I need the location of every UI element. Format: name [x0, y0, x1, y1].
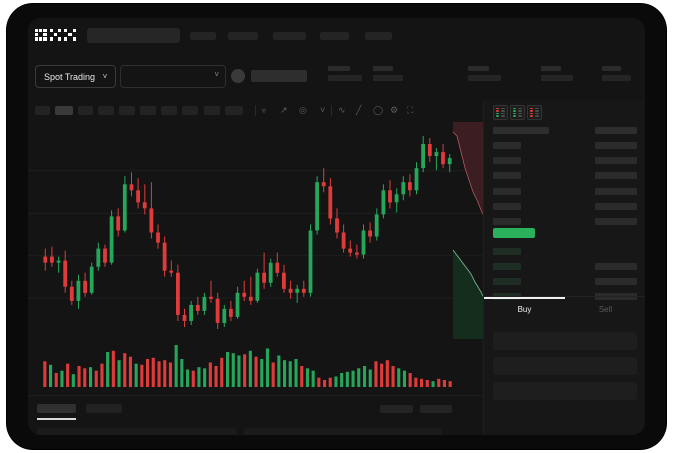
orderbook-ask-row[interactable] [493, 218, 521, 225]
chart-type-icon[interactable]: ↗ [280, 105, 288, 115]
app-screen: Spot Trading ˅ ˅ ⳡ ↗ ◎ ˅ ∿ ╱ ◯ ⚙ ⛶ [28, 18, 645, 435]
stat-value [373, 75, 403, 81]
stat-label [602, 66, 621, 71]
stat-value [328, 75, 362, 81]
timeframe-6[interactable] [140, 106, 156, 115]
chevron-down-icon: ˅ [102, 72, 108, 81]
indicators-icon[interactable]: ⳡ [262, 105, 266, 115]
stat-change-24h [373, 66, 403, 81]
stat-label [328, 66, 350, 71]
okx-logo[interactable] [35, 29, 77, 42]
orderbook-view-both[interactable] [493, 105, 508, 120]
nav-item-1[interactable] [190, 32, 216, 40]
orderbook-spread-row [493, 228, 535, 238]
tab-sell[interactable]: Sell [598, 305, 613, 314]
tab-buy[interactable]: Buy [517, 305, 532, 314]
orderbook-header-left[interactable] [493, 127, 549, 134]
top-navigation-bar [28, 18, 645, 52]
bottom-action-1[interactable] [380, 405, 413, 413]
timeframe-2[interactable] [55, 106, 73, 115]
orderbook-ask-row[interactable] [493, 157, 521, 164]
trading-pair-select[interactable]: ˅ [120, 65, 226, 88]
candlestick-svg [28, 122, 483, 339]
stat-label [468, 66, 489, 71]
stat-value [541, 75, 573, 81]
stat-value [602, 75, 631, 81]
spot-trading-label: Spot Trading [44, 72, 96, 82]
orderbook-right-row[interactable] [595, 278, 637, 285]
buy-sell-tabs: Buy Sell [484, 296, 645, 323]
orderbook-ask-row[interactable] [493, 142, 521, 149]
global-search-input[interactable] [87, 28, 180, 43]
nav-item-5[interactable] [365, 32, 392, 40]
orderbook-right-row[interactable] [595, 172, 637, 179]
camera-icon[interactable]: ◯ [373, 105, 384, 115]
orderbook-ask-row[interactable] [493, 172, 521, 179]
bottom-tab-open-orders[interactable] [37, 404, 76, 413]
volume-chart[interactable] [28, 339, 483, 395]
bottom-action-2[interactable] [420, 405, 452, 413]
orderbook-right-row[interactable] [595, 203, 637, 210]
timeframe-1[interactable] [35, 106, 50, 115]
timeframe-7[interactable] [161, 106, 177, 115]
timeframe-8[interactable] [182, 106, 198, 115]
orderbook-bid-row[interactable] [493, 248, 521, 255]
orderbook-right-row[interactable] [595, 188, 637, 195]
settings-gear-icon[interactable]: ⚙ [390, 105, 399, 115]
toolbar-divider [255, 105, 256, 116]
timeframe-5[interactable] [119, 106, 135, 115]
orderbook-view-bids[interactable] [510, 105, 525, 120]
nav-item-2[interactable] [228, 32, 258, 40]
orders-bottom-panel [28, 395, 483, 435]
coin-avatar-icon [231, 69, 245, 83]
toolbar-divider [331, 105, 332, 116]
chevron-down-icon[interactable]: ˅ [320, 105, 326, 115]
bottom-card-left [37, 428, 237, 435]
orderbook-bid-row[interactable] [493, 278, 521, 285]
order-total-field[interactable] [493, 382, 637, 400]
chevron-down-icon: ˅ [214, 70, 219, 79]
orderbook-right-row[interactable] [595, 218, 637, 225]
nav-item-3[interactable] [273, 32, 306, 40]
stat-volume-24h [602, 66, 631, 81]
timeframe-3[interactable] [78, 106, 93, 115]
stat-value [468, 75, 501, 81]
orderbook-trade-panel: Buy Sell [483, 100, 645, 435]
orderbook-ask-row[interactable] [493, 203, 521, 210]
market-subheader: Spot Trading ˅ ˅ [28, 52, 645, 101]
stat-label [541, 66, 561, 71]
bottom-card-right [244, 428, 442, 435]
orderbook-right-row[interactable] [595, 157, 637, 164]
order-amount-field[interactable] [493, 357, 637, 375]
orderbook-right-row[interactable] [595, 142, 637, 149]
orderbook-ask-row[interactable] [493, 188, 521, 195]
candlestick-chart[interactable] [28, 122, 483, 339]
bottom-tab-order-history[interactable] [86, 404, 122, 413]
timeframe-9[interactable] [204, 106, 220, 115]
orderbook-header-right[interactable] [595, 127, 637, 134]
compare-icon[interactable]: ◎ [299, 105, 307, 115]
order-price-field[interactable] [493, 332, 637, 350]
fullscreen-icon[interactable]: ⛶ [407, 105, 414, 115]
timeframe-10[interactable] [225, 106, 243, 115]
tablet-device-frame: Spot Trading ˅ ˅ ⳡ ↗ ◎ ˅ ∿ ╱ ◯ ⚙ ⛶ [7, 4, 666, 449]
draw-pencil-icon[interactable]: ╱ [356, 105, 362, 115]
stat-high-24h [468, 66, 501, 81]
spot-trading-dropdown[interactable]: Spot Trading ˅ [35, 65, 117, 88]
stat-label [373, 66, 393, 71]
line-chart-icon[interactable]: ∿ [338, 105, 346, 115]
active-tab-indicator [37, 418, 76, 420]
orderbook-view-asks[interactable] [527, 105, 542, 120]
orderbook-bid-row[interactable] [493, 263, 521, 270]
orderbook-right-row[interactable] [595, 263, 637, 270]
stat-last-price [328, 66, 362, 81]
active-tab-indicator [484, 297, 565, 299]
timeframe-4[interactable] [98, 106, 114, 115]
volume-svg [43, 345, 452, 387]
stat-low-24h [541, 66, 573, 81]
pair-name-label [251, 70, 307, 82]
nav-item-4[interactable] [320, 32, 349, 40]
